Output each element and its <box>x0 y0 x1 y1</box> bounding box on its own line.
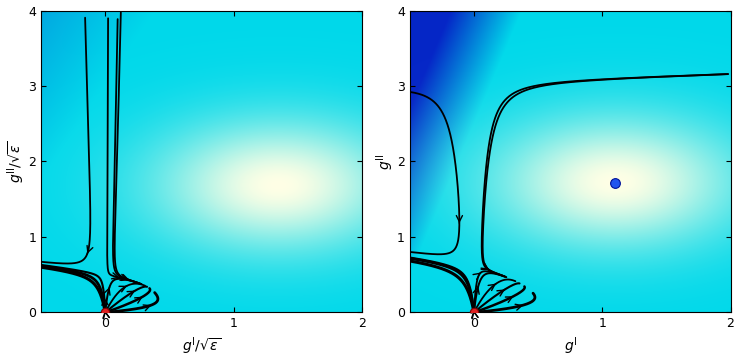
X-axis label: $g^\mathrm{I}$: $g^\mathrm{I}$ <box>564 336 577 358</box>
Y-axis label: $g^\mathrm{II}/\sqrt{\epsilon}$: $g^\mathrm{II}/\sqrt{\epsilon}$ <box>6 140 27 183</box>
X-axis label: $g^\mathrm{I}/\sqrt{\epsilon}$: $g^\mathrm{I}/\sqrt{\epsilon}$ <box>182 336 221 357</box>
Y-axis label: $g^\mathrm{II}$: $g^\mathrm{II}$ <box>374 154 396 170</box>
